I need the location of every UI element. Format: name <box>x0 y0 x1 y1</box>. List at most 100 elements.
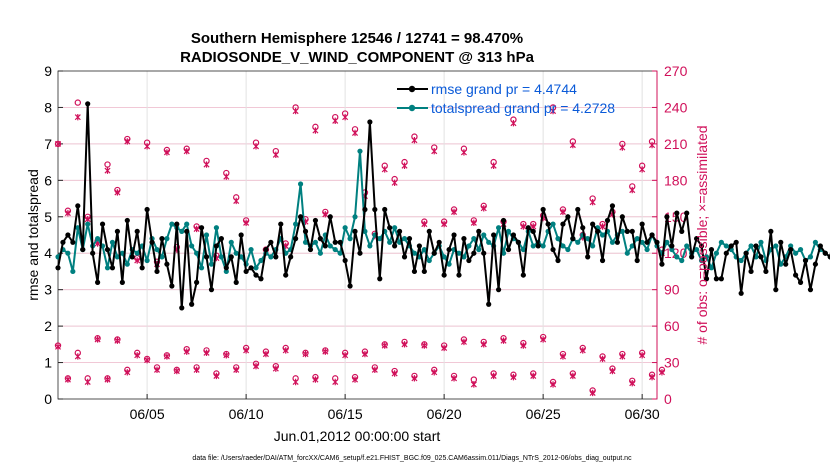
spread-point <box>505 228 512 234</box>
rmse-point <box>560 221 566 227</box>
rmse-point <box>788 246 794 253</box>
rmse-point <box>139 265 145 271</box>
x-tick-label: 06/25 <box>526 406 561 422</box>
spread-point <box>347 236 353 242</box>
rmse-point <box>614 239 620 245</box>
rmse-point <box>778 239 784 245</box>
spread-point <box>134 250 140 256</box>
obs-assimilated-marker <box>639 166 646 173</box>
obs-assimilated-marker <box>292 378 299 386</box>
rmse-point <box>713 276 720 282</box>
spread-point <box>609 239 616 245</box>
spread-point <box>530 243 536 249</box>
obs-assimilated-marker <box>530 223 537 230</box>
obs-assimilated-marker <box>114 337 121 344</box>
rmse-point <box>624 228 630 234</box>
rmse-point <box>109 265 116 271</box>
obs-assimilated-marker <box>411 375 418 382</box>
rmse-point <box>530 228 536 234</box>
rmse-point <box>565 214 571 220</box>
obs-assimilated-marker <box>421 220 428 228</box>
obs-assimilated-marker <box>272 151 279 159</box>
rmse-point <box>703 276 710 282</box>
spread-point <box>218 254 224 260</box>
rmse-point <box>689 254 695 260</box>
data-file-footer: data file: /Users/raeder/DAI/ATM_forcXX/… <box>192 455 632 462</box>
rmse-point <box>159 236 165 242</box>
obs-assimilated-marker <box>658 369 665 376</box>
spread-point <box>75 225 81 231</box>
spread-point <box>248 246 254 253</box>
spread-point <box>619 228 625 234</box>
rmse-point <box>99 221 106 227</box>
rmse-point <box>659 261 665 267</box>
obs-assimilated-marker <box>559 208 566 216</box>
spread-point <box>65 250 71 256</box>
right-tick-label: 240 <box>664 99 688 115</box>
obs-assimilated-marker <box>460 149 467 156</box>
right-tick-label: 210 <box>664 136 688 152</box>
x-tick-label: 06/30 <box>625 406 660 422</box>
obs-assimilated-marker <box>262 350 269 358</box>
obs-assimilated-marker <box>64 209 71 217</box>
rmse-point <box>169 283 175 289</box>
rmse-point <box>639 221 645 227</box>
rmse-point <box>698 243 705 249</box>
left-tick-label: 3 <box>44 282 52 298</box>
spread-point <box>679 257 685 264</box>
obs-assimilated-marker <box>510 373 517 381</box>
rmse-point <box>599 257 606 264</box>
obs-assimilated-marker <box>441 344 448 352</box>
obs-possible-marker <box>104 161 111 168</box>
spread-point <box>154 246 160 253</box>
chart-title-line2: RADIOSONDE_V_WIND_COMPONENT @ 313 hPa <box>180 49 535 66</box>
rmse-point <box>149 239 155 245</box>
left-tick-label: 8 <box>44 99 52 115</box>
obs-assimilated-marker <box>579 347 586 354</box>
left-tick-label: 0 <box>44 391 52 407</box>
spread-point <box>208 261 215 267</box>
obs-assimilated-marker <box>639 352 646 359</box>
obs-assimilated-marker <box>352 129 359 137</box>
rmse-point <box>664 214 670 220</box>
rmse-point <box>748 268 754 275</box>
rmse-point <box>401 254 408 260</box>
spread-point <box>258 257 264 264</box>
rmse-point <box>283 272 289 278</box>
spread-point <box>565 246 571 253</box>
rmse-point <box>684 210 690 216</box>
rmse-point <box>604 217 611 224</box>
obs-assimilated-marker <box>104 167 111 174</box>
spread-point <box>788 243 794 249</box>
spread-point <box>718 239 724 245</box>
rmse-point <box>446 246 452 253</box>
obs-assimilated-marker <box>144 143 151 150</box>
right-tick-label: 270 <box>664 63 688 79</box>
rmse-point <box>95 279 101 285</box>
spread-point <box>555 236 561 242</box>
obs-assimilated-marker <box>411 137 418 144</box>
obs-assimilated-marker <box>510 120 517 127</box>
x-tick-label: 06/05 <box>130 406 165 422</box>
spread-point <box>377 236 383 242</box>
right-tick-label: 180 <box>664 172 688 188</box>
obs-assimilated-marker <box>589 199 596 206</box>
obs-assimilated-marker <box>74 353 81 360</box>
obs-assimilated-marker <box>520 342 527 349</box>
spread-point <box>302 239 309 245</box>
obs-assimilated-marker <box>173 367 180 375</box>
rmse-point <box>654 239 660 245</box>
rmse-point <box>495 287 502 293</box>
spread-point <box>426 257 432 264</box>
rmse-point <box>367 119 373 125</box>
rmse-point <box>203 254 210 260</box>
obs-assimilated-marker <box>381 166 388 173</box>
obs-assimilated-marker <box>183 147 190 155</box>
rmse-point <box>208 287 215 293</box>
rmse-point <box>634 257 640 264</box>
rmse-point <box>233 279 239 285</box>
spread-point <box>550 221 556 227</box>
legend: rmse grand pr = 4.4744 totalspread grand… <box>397 81 615 116</box>
obs-assimilated-marker <box>342 352 349 359</box>
